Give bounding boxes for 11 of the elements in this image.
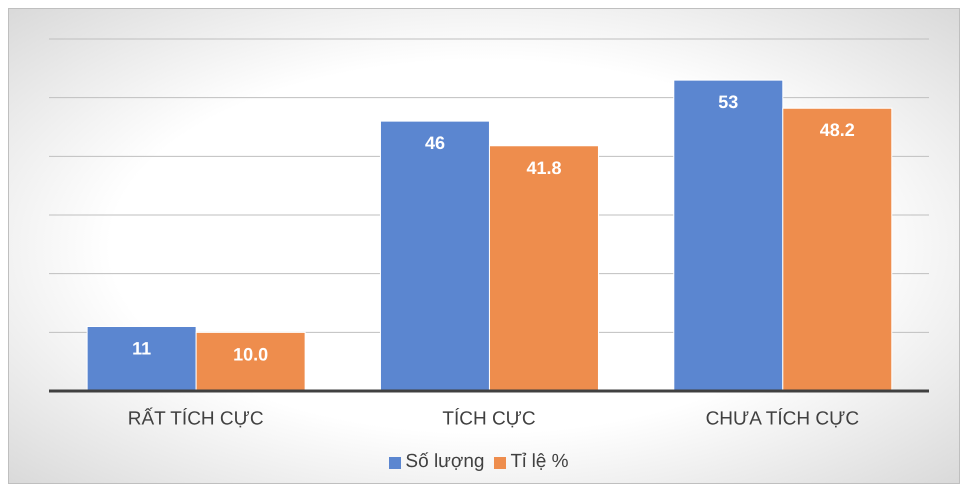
data-label: 10.0 [233,344,268,364]
data-label: 53 [718,92,738,112]
x-tick-label: TÍCH CỰC [442,407,536,430]
legend-label: Tỉ lệ % [510,451,569,472]
data-label: 46 [424,133,445,154]
data-label: 48.2 [820,120,855,140]
data-label: 41.8 [526,158,562,178]
legend-label: Số lượng [405,451,484,472]
x-tick-label: RẤT TÍCH CỰC [128,406,264,430]
data-label: 11 [132,338,152,358]
x-tick-label: CHƯA TÍCH CỰC [706,407,860,430]
